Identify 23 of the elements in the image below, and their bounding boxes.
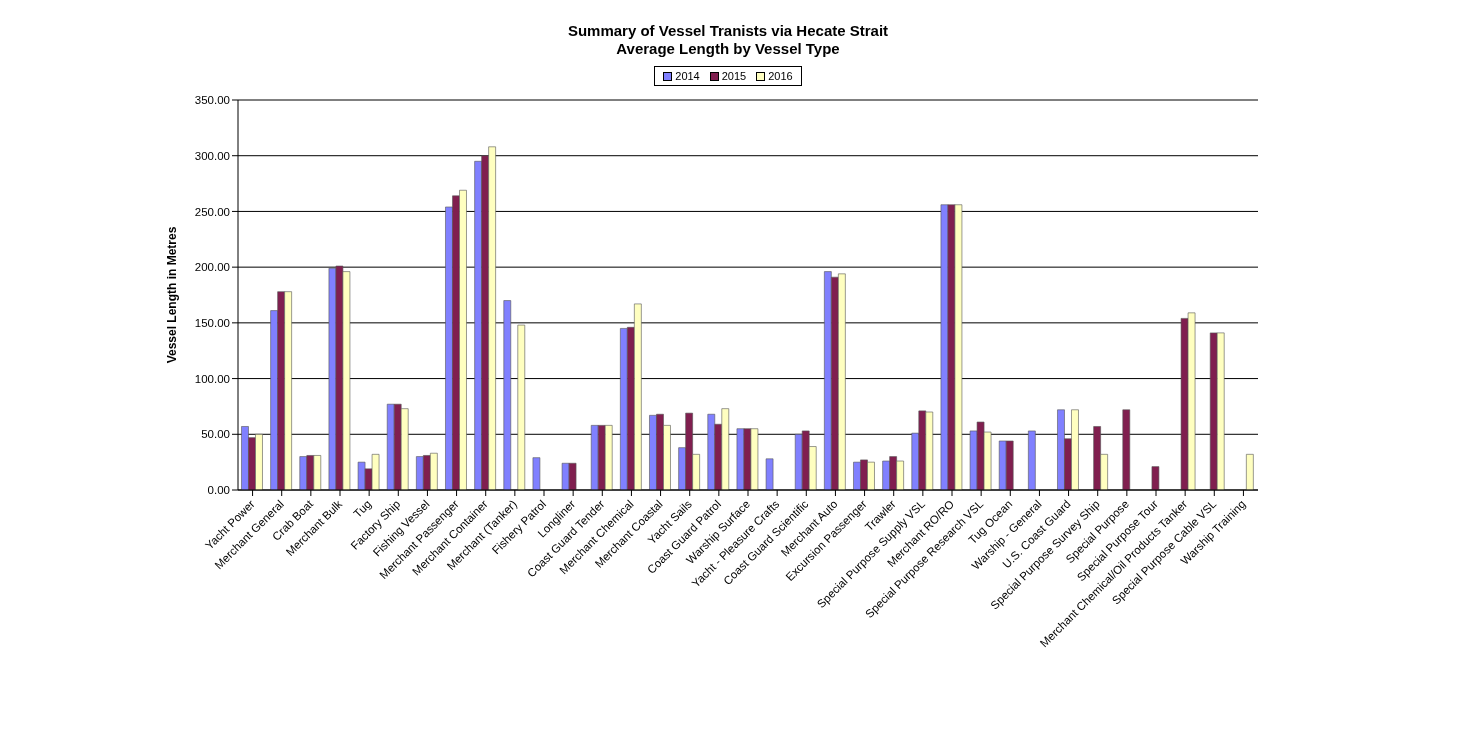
y-axis-title: Vessel Length in Metres: [165, 226, 180, 364]
y-tick-label: 300.00: [194, 149, 230, 162]
legend-label: 2016: [767, 70, 793, 82]
bar: [1028, 430, 1036, 490]
bar: [1246, 454, 1254, 490]
y-tick-label: 350.00: [194, 94, 230, 107]
legend-label: 2015: [720, 70, 747, 82]
legend-label: 2014: [674, 70, 700, 82]
bar: [1122, 409, 1131, 490]
bar: [517, 324, 526, 490]
chart-subtitle: Average Length by Vessel Type: [615, 40, 841, 58]
y-tick-label: 150.00: [194, 316, 230, 329]
y-tick-label: 100.00: [194, 372, 230, 385]
bar: [1151, 466, 1160, 490]
x-tick-label: Tug: [351, 497, 374, 520]
y-tick-label: 50.00: [201, 428, 230, 441]
y-tick-label: 0.00: [207, 484, 230, 497]
bar: [765, 458, 774, 490]
chart-title: Summary of Vessel Tranists via Hecate Strait: [566, 22, 890, 40]
bar: [503, 300, 512, 490]
bar: [532, 457, 541, 490]
y-tick-label: 200.00: [194, 261, 230, 274]
y-tick-label: 250.00: [194, 205, 230, 218]
